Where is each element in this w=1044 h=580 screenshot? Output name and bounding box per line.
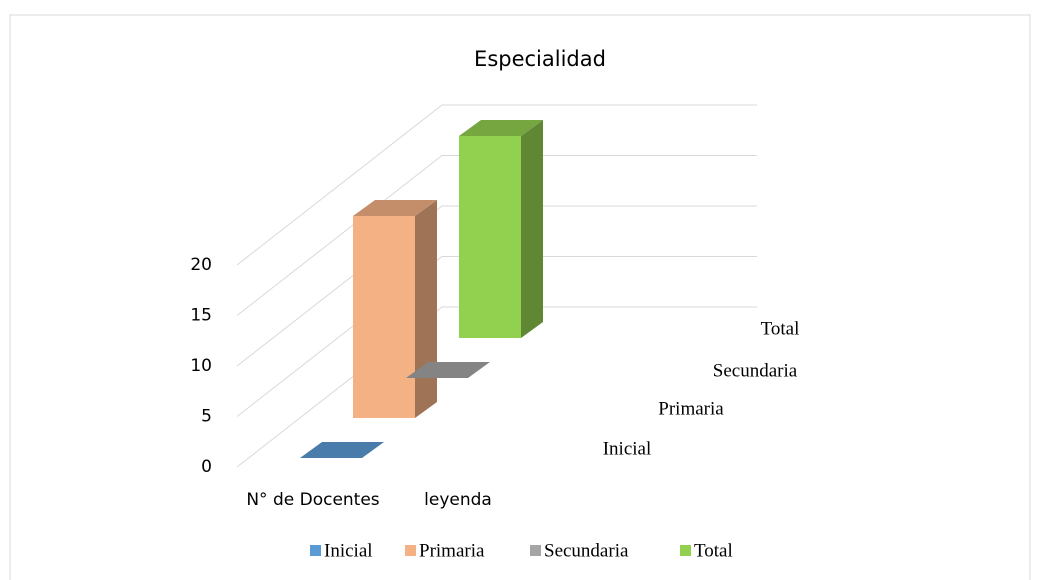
series-axis-label: Inicial	[603, 438, 652, 459]
grid-line	[236, 155, 757, 316]
x-tick-label: N° de Docentes	[246, 490, 379, 510]
series-axis-label: Total	[761, 318, 800, 339]
legend-swatch	[405, 545, 416, 556]
y-tick-label: 10	[190, 356, 212, 376]
legend-swatch	[530, 545, 541, 556]
grid-line	[236, 205, 757, 367]
bar-top	[300, 442, 384, 458]
bar	[459, 136, 521, 338]
bar-top	[406, 362, 490, 378]
bar	[353, 216, 415, 418]
series-axis-label: Secundaria	[713, 360, 798, 381]
grid-line	[236, 306, 757, 468]
y-tick-label: 5	[201, 407, 212, 427]
bar-top	[459, 120, 543, 136]
y-tick-label: 20	[190, 255, 212, 275]
chart-title: Especialidad	[474, 47, 606, 71]
bar-side	[415, 200, 437, 418]
bar-top	[353, 200, 437, 216]
grid-line	[236, 104, 757, 266]
legend-label: Secundaria	[544, 540, 629, 561]
legend-label: Primaria	[419, 540, 485, 561]
x-tick-label: leyenda	[424, 490, 492, 510]
legend-swatch	[680, 545, 691, 556]
y-tick-label: 15	[190, 306, 212, 326]
legend-label: Inicial	[324, 540, 373, 561]
legend-label: Total	[694, 540, 733, 561]
bar-side	[521, 120, 543, 338]
legend-swatch	[310, 545, 321, 556]
grid-line	[236, 256, 757, 417]
series-axis-label: Primaria	[658, 398, 724, 419]
y-tick-label: 0	[201, 457, 212, 477]
